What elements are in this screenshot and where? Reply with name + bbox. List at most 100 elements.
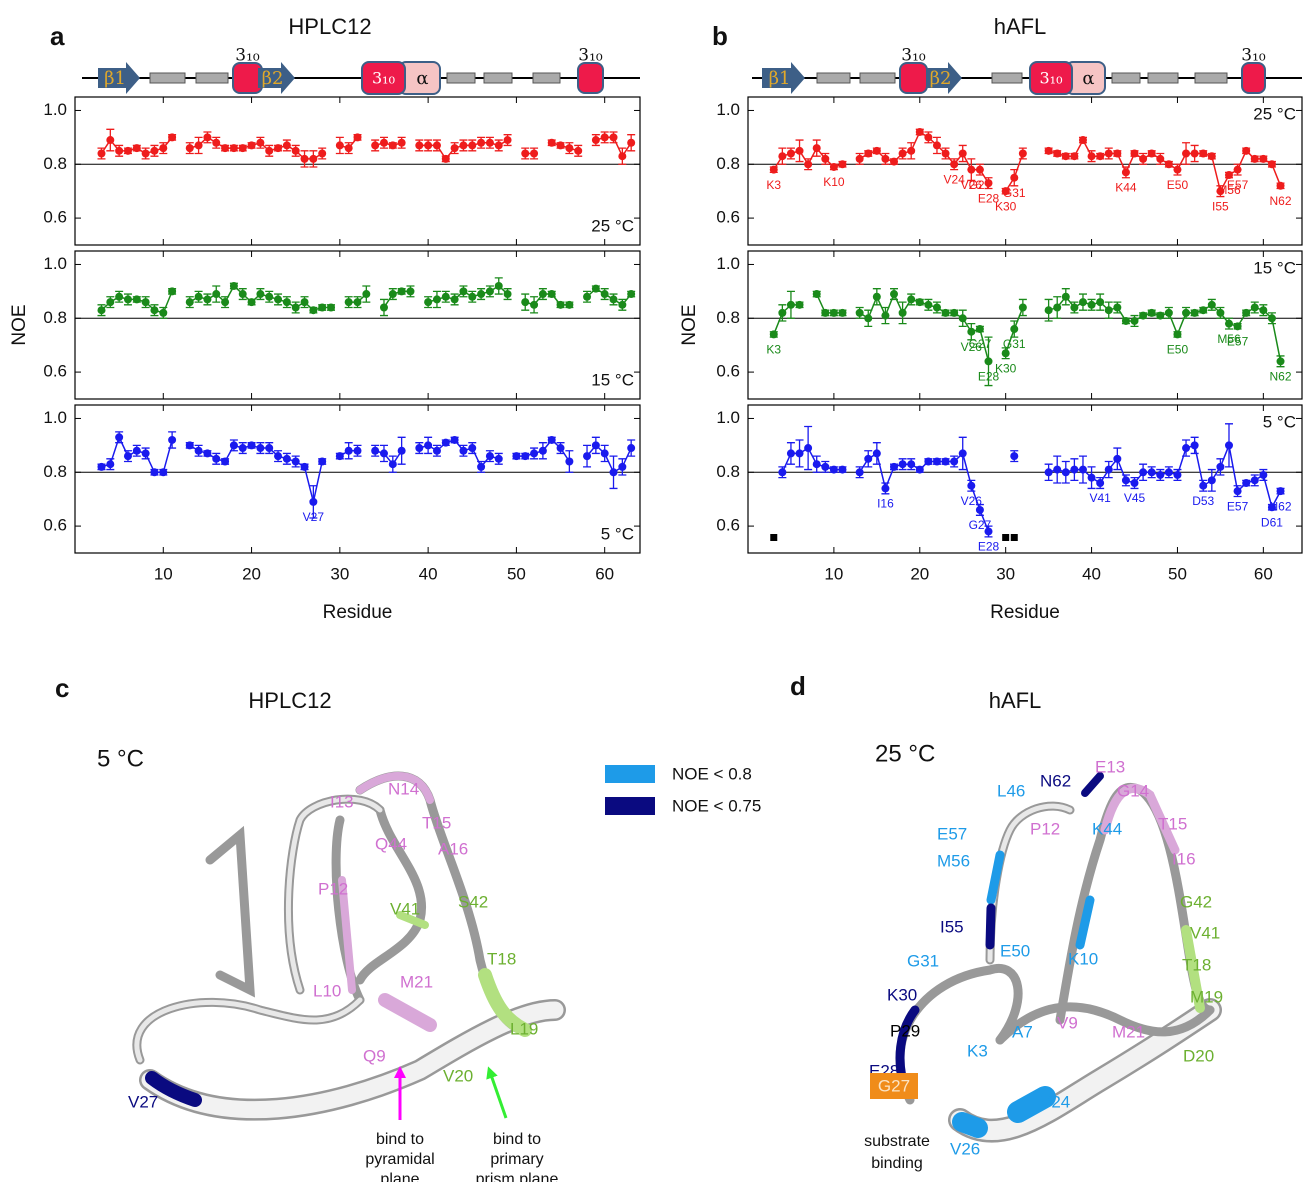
data-point (591, 441, 600, 450)
data-point (229, 144, 238, 153)
residue-label: G27 (969, 337, 992, 351)
ss-loop (483, 72, 513, 84)
data-point (1018, 149, 1027, 158)
plot-frame (74, 96, 641, 246)
residue-label: Q44 (375, 834, 407, 853)
data-point (1242, 479, 1251, 488)
x-tick-label: 50 (1168, 564, 1187, 583)
y-tick-label: 0.8 (716, 462, 740, 481)
ss-strand (98, 62, 140, 94)
data-point (627, 290, 636, 299)
structure-title: hAFL (989, 688, 1042, 713)
ss-helix310 (1241, 62, 1266, 94)
data-point (1224, 441, 1233, 450)
data-point (344, 446, 353, 455)
data-point (967, 327, 976, 336)
data-point (115, 292, 124, 301)
panel-label: b (712, 21, 728, 51)
data-point (477, 290, 486, 299)
x-tick-label: 30 (996, 564, 1015, 583)
data-point (477, 462, 486, 471)
data-point (812, 290, 821, 299)
data-point (282, 141, 291, 150)
residue-label: G27 (969, 178, 992, 192)
x-tick-label: 40 (419, 564, 438, 583)
data-point (890, 157, 899, 166)
residue-label: A7 (1012, 1022, 1033, 1041)
labels: a b c d HPLC12 hAFL 5 °C 25 °C bind to p… (50, 21, 1041, 1182)
data-point (388, 141, 397, 150)
data-point (618, 300, 627, 309)
ss-helix310 (899, 62, 928, 94)
data-point (247, 298, 256, 307)
data-point (238, 290, 247, 299)
data-point (353, 133, 362, 142)
data-point (1087, 152, 1096, 161)
series-line (773, 292, 1282, 362)
y-tick-label: 0.6 (43, 362, 67, 381)
data-point (618, 152, 627, 161)
data-point (1207, 300, 1216, 309)
data-point (274, 295, 283, 304)
data-point (967, 481, 976, 490)
ss-label: β2 (262, 68, 284, 89)
data-point (1121, 316, 1130, 325)
series-name: 5 °C (601, 524, 634, 543)
data-point (424, 298, 433, 307)
highlight-box (870, 1073, 918, 1099)
data-point (1233, 322, 1242, 331)
plot-frame (747, 96, 1303, 246)
ss-helix310 (577, 62, 604, 94)
data-point (141, 298, 150, 307)
data-point (132, 144, 141, 153)
data-point (1078, 298, 1087, 307)
residue-label: I13 (330, 792, 354, 811)
x-tick-label: 60 (1254, 564, 1273, 583)
data-point (609, 133, 618, 142)
data-point (168, 133, 177, 142)
x-tick-label: 50 (507, 564, 526, 583)
residue-label: E28 (978, 540, 1000, 554)
data-point (812, 144, 821, 153)
y-tick-label: 0.8 (43, 308, 67, 327)
residue-label: I55 (1212, 199, 1229, 213)
residue-label: V45 (1124, 491, 1146, 505)
data-point (282, 454, 291, 463)
data-point (984, 527, 993, 536)
data-point (1276, 357, 1285, 366)
data-point (804, 160, 813, 169)
data-point (450, 144, 459, 153)
y-axis-label: NOE (9, 304, 30, 345)
residue-label: T18 (487, 949, 516, 968)
data-point (335, 141, 344, 150)
residue-label: E50 (1167, 178, 1189, 192)
data-point (238, 444, 247, 453)
data-point (1053, 465, 1062, 474)
data-point (872, 292, 881, 301)
residue-label: L10 (313, 981, 341, 1000)
data-point (309, 154, 318, 163)
data-point (855, 154, 864, 163)
data-point (1233, 165, 1242, 174)
data-point (1164, 160, 1173, 169)
ss-label: β1 (769, 68, 791, 89)
data-point (371, 446, 380, 455)
data-point (864, 454, 873, 463)
data-point (574, 146, 583, 155)
data-point (397, 287, 406, 296)
data-point (769, 330, 778, 339)
data-point (1061, 292, 1070, 301)
ss-label: 3₁₀ (1241, 46, 1266, 66)
data-point (459, 287, 468, 296)
residue-label: I16 (1172, 849, 1196, 868)
residue-label: V27 (128, 1092, 158, 1111)
data-point (1113, 149, 1122, 158)
data-point (1104, 149, 1113, 158)
data-point (300, 154, 309, 163)
x-tick-label: 20 (242, 564, 261, 583)
data-point (459, 141, 468, 150)
data-point (1121, 476, 1130, 485)
data-point (556, 300, 565, 309)
data-point (194, 292, 203, 301)
data-point (468, 141, 477, 150)
